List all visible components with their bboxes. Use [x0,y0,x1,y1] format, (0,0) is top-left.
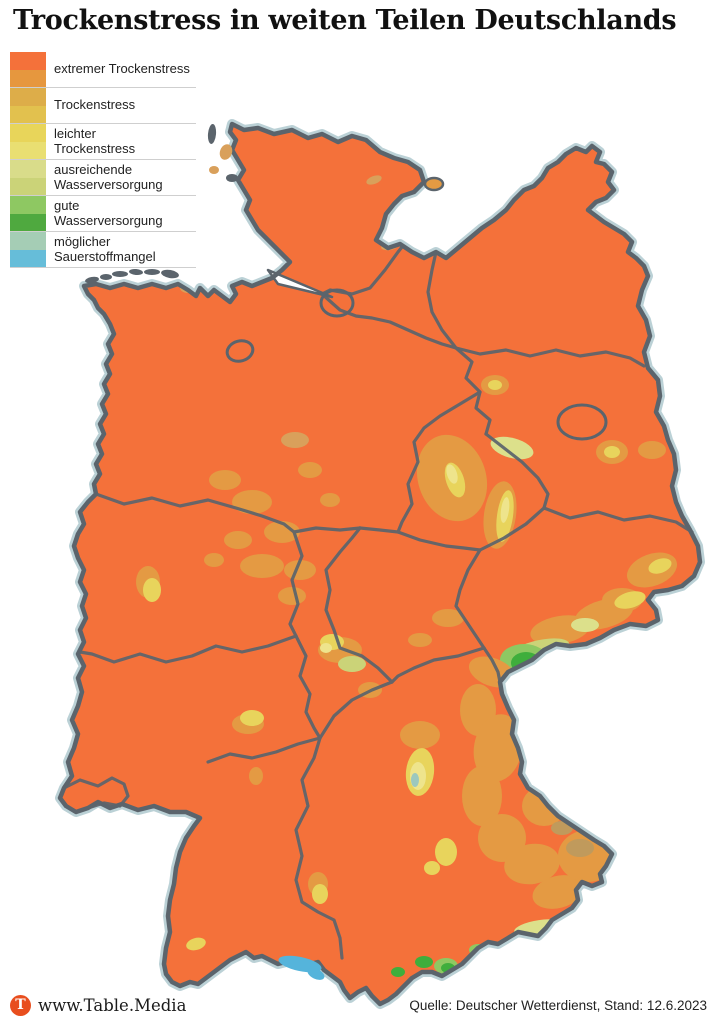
legend-row: Trockenstress [10,88,196,124]
brand-url: www.Table.Media [38,995,187,1015]
legend-color-swatch [10,196,46,232]
national-border [57,121,703,1007]
bremen-boundary [225,339,255,363]
legend-row: extremer Trockenstress [10,52,196,88]
legend-label: leichter Trockenstress [54,126,136,156]
page-title: Trockenstress in weiten Teilen Deutschla… [13,5,677,36]
legend-row: leichter Trockenstress [10,124,196,161]
legend-label: ausreichende Wasserversorgung [54,162,163,192]
footer: T www.Table.Media Quelle: Deutscher Wett… [0,990,715,1024]
table-media-logo-icon: T [10,994,31,1016]
berlin-boundary [556,403,608,441]
brand: T www.Table.Media [10,994,187,1016]
source-attribution: Quelle: Deutscher Wetterdienst, Stand: 1… [409,997,707,1013]
fehmarn-island [423,176,445,192]
legend-row: möglicher Sauerstoffmangel [10,232,196,269]
state-borders [62,245,694,960]
legend-label: möglicher Sauerstoffmangel [54,234,156,264]
lake-constance [278,955,325,980]
legend-label: Trockenstress [54,97,136,113]
legend-color-swatch [10,232,46,268]
legend: extremer Trockenstress Trockenstress lei… [10,52,196,269]
legend-label: gute Wasserversorgung [54,198,163,228]
germany-outline [60,124,700,1004]
city-state-borders [225,288,608,441]
legend-color-swatch [10,88,46,123]
legend-color-swatch [10,52,46,87]
legend-row: ausreichende Wasserversorgung [10,160,196,197]
legend-color-swatch [10,124,46,160]
hamburg-boundary [319,288,355,318]
legend-label: extremer Trockenstress [54,61,190,77]
islands [85,124,445,284]
legend-color-swatch [10,160,46,196]
legend-row: gute Wasserversorgung [10,196,196,233]
